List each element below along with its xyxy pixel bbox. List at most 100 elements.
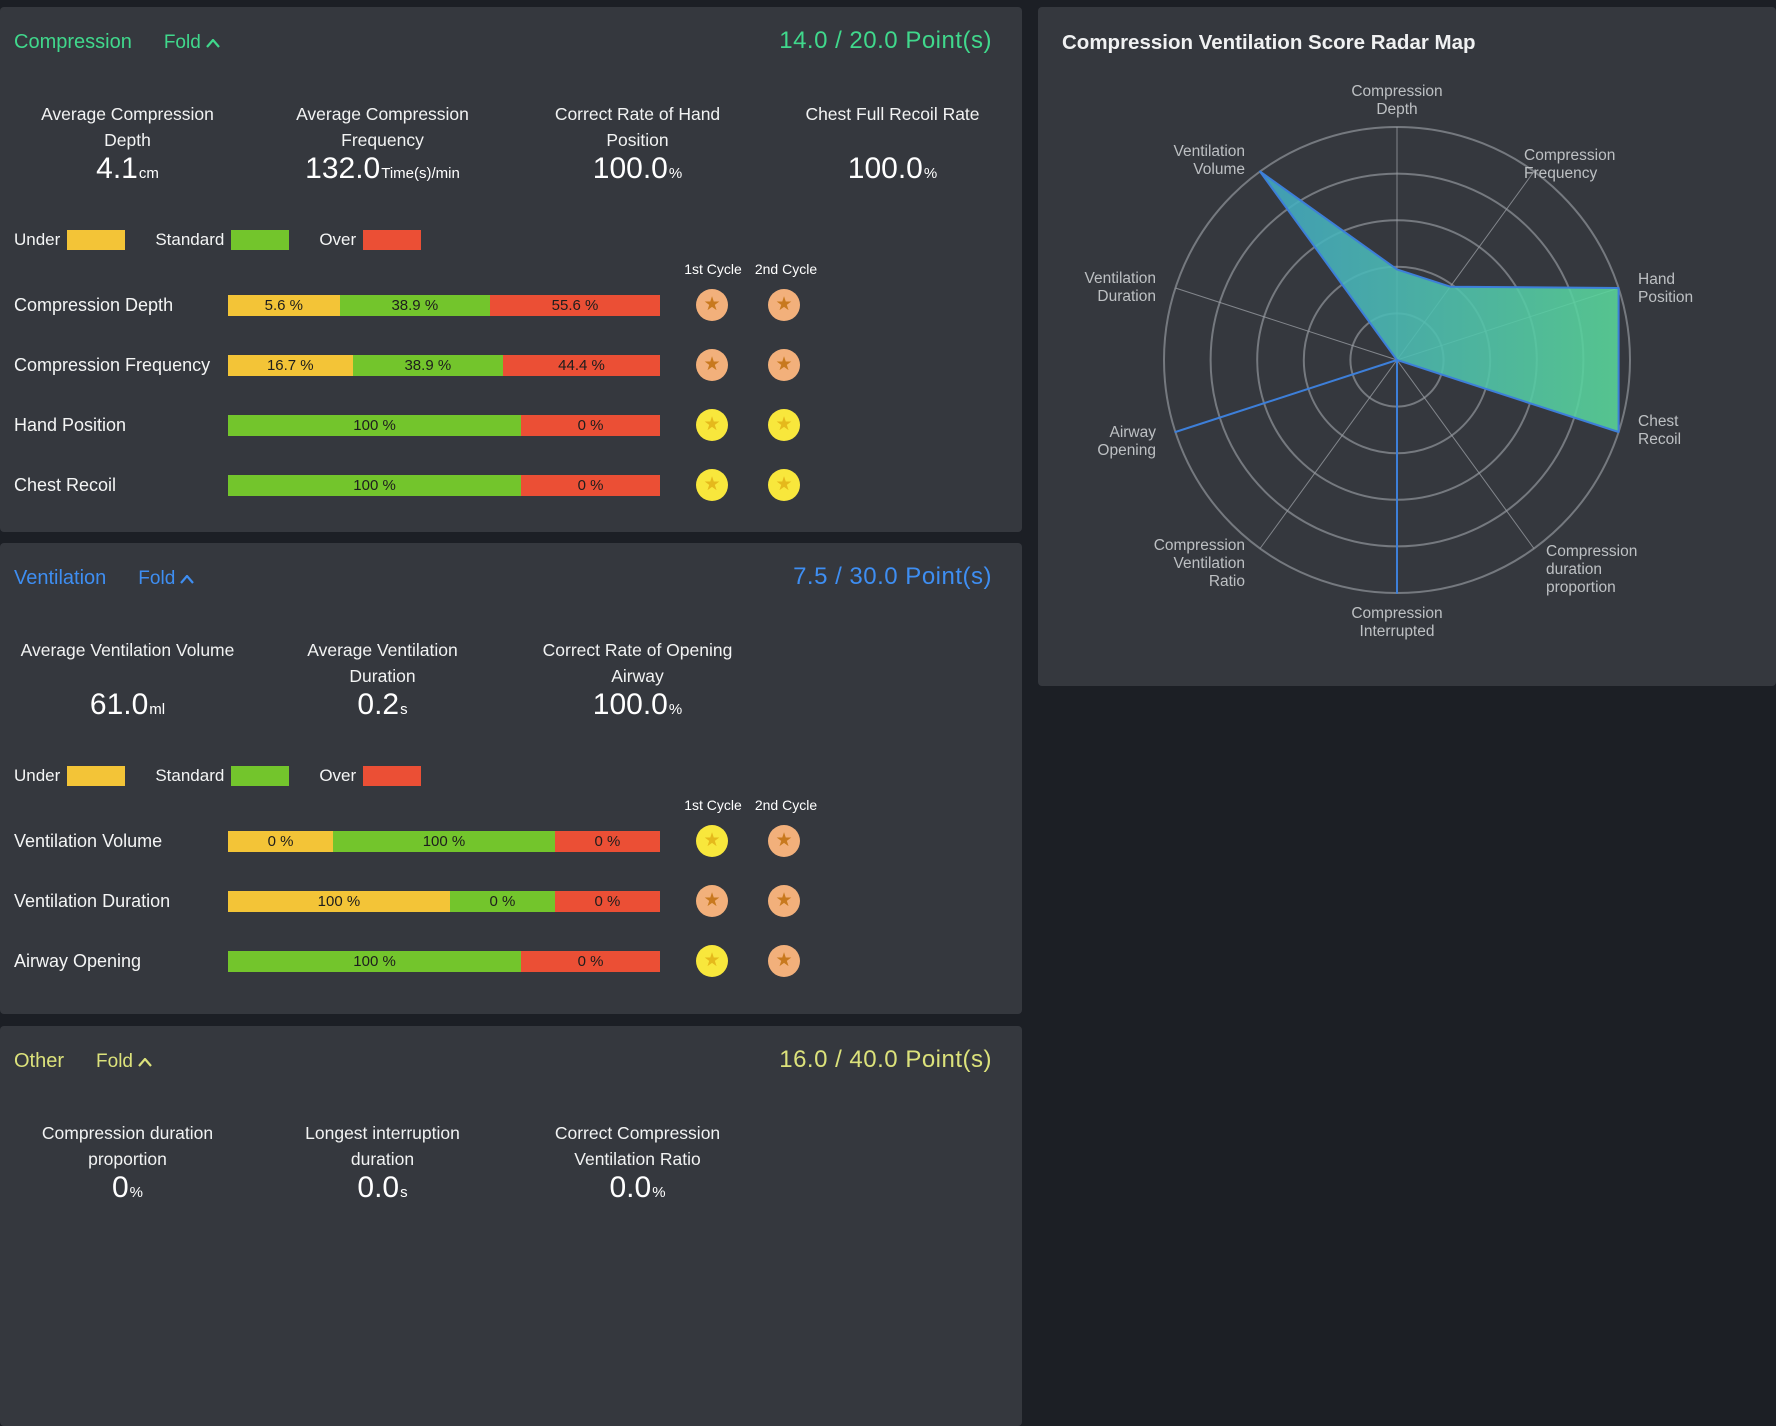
stat-label-line: Ventilation Ratio (574, 1149, 701, 1169)
compression-cycle-headers: 1st Cycle 2nd Cycle (0, 261, 1022, 279)
stat-label-line: Average Ventilation Volume (20, 640, 235, 660)
legend-swatch-standard (231, 766, 290, 786)
bar-segment-over: 0 % (521, 475, 660, 496)
star-icon: ★ (703, 889, 721, 911)
star-badge-gold: ★ (696, 825, 728, 857)
metric-row-label: Ventilation Duration (14, 891, 171, 911)
stat-label-line: Average Compression (41, 104, 214, 124)
metric-row-label: Airway Opening (14, 951, 142, 971)
ventilation-panel-title: Ventilation (14, 567, 107, 589)
bar-segment-value: 100 % (353, 953, 396, 970)
star-icon: ★ (775, 413, 793, 435)
other-fold-button[interactable]: Fold (96, 1051, 152, 1073)
stat-label-line: Compression duration (41, 1123, 214, 1143)
bar-segment-standard: 38.9 % (339, 295, 491, 316)
stat-value: 100.0% (510, 153, 765, 190)
chevron-up-icon (138, 1058, 152, 1067)
ventilation-points: 7.5 / 30.0 Point(s) (793, 563, 992, 590)
distribution-bar: 5.6 % 38.9 % 55.6 % (228, 295, 660, 316)
stat-label-line: proportion (88, 1149, 167, 1169)
star-badge-bronze: ★ (696, 885, 728, 917)
other-stats-row: Compression duration proportion 0% Longest … (0, 1120, 1022, 1209)
stat-label-line: Frequency (341, 130, 424, 150)
bar-segment-over: 0 % (554, 831, 660, 852)
ventilation-fold-button[interactable]: Fold (138, 568, 195, 590)
star-icon: ★ (775, 293, 793, 315)
stat-unit: % (668, 701, 683, 718)
compression-fold-button[interactable]: Fold (164, 32, 220, 54)
radar-chart-title: Compression Ventilation Score Radar Map (1062, 31, 1476, 54)
stat-unit: % (923, 165, 938, 182)
bar-segment-value: 16.7 % (266, 357, 314, 374)
chevron-up-icon (205, 39, 220, 48)
radar-score-polygon (1174, 170, 1620, 594)
radar-axis-label: Compression duration proportion (1546, 543, 1638, 596)
stat-value: 0% (0, 1172, 255, 1209)
metric-row: Chest Recoil 100 % 0 % ★ ★ (0, 469, 1022, 509)
bar-segment-under: 100 % (228, 891, 450, 912)
star-icon: ★ (775, 889, 793, 911)
stat-compression-1: Average Compression Frequency 132.0Time(s)… (255, 101, 510, 190)
radar-panel: Compression Ventilation Score Radar Map … (1038, 7, 1776, 686)
bar-segment-over: 0 % (521, 415, 660, 436)
bar-segment-value: 0 % (577, 477, 604, 494)
other-fold-label: Fold (96, 1051, 133, 1072)
stat-ventilation-0: Average Ventilation Volume 61.0ml (0, 637, 255, 726)
compression-panel-header: Compression Fold 14.0 / 20.0 Point(s) (14, 27, 992, 55)
stat-ventilation-1: Average Ventilation Duration 0.2s (255, 637, 510, 726)
stat-label-line: Correct Rate of Hand (554, 104, 721, 124)
star-badge-bronze: ★ (768, 885, 800, 917)
stat-unit: Time(s)/min (381, 165, 460, 182)
bar-segment-under: 5.6 % (228, 295, 340, 316)
stat-unit: ml (149, 701, 166, 718)
radar-axis-label: Compression Frequency (1524, 147, 1616, 182)
stat-unit: cm (138, 165, 159, 182)
bar-segment-value: 0 % (577, 417, 604, 434)
metric-row: Airway Opening 100 % 0 % ★ ★ (0, 945, 1022, 985)
distribution-bar: 16.7 % 38.9 % 44.4 % (228, 355, 660, 376)
stat-label: Average Ventilation Volume (0, 637, 255, 687)
star-badge-bronze: ★ (768, 825, 800, 857)
bar-segment-over: 0 % (554, 891, 660, 912)
bar-segment-value: 0 % (489, 893, 516, 910)
bar-segment-value: 0 % (594, 833, 621, 850)
stat-unit: % (652, 1184, 666, 1201)
ventilation-cycle-headers: 1st Cycle 2nd Cycle (0, 797, 1022, 815)
star-badge-bronze: ★ (768, 945, 800, 977)
ventilation-legend: Under Standard Over (14, 766, 451, 786)
legend-swatch-over (363, 766, 422, 786)
stat-other-2: Correct Compression Ventilation Ratio 0.0% (510, 1120, 765, 1209)
stat-number: 132.0 (305, 152, 381, 185)
stat-compression-2: Correct Rate of Hand Position 100.0% (510, 101, 765, 190)
metric-row: Ventilation Duration 100 % 0 % 0 % ★ ★ (0, 885, 1022, 925)
metric-row-label: Ventilation Volume (14, 831, 163, 851)
distribution-bar: 0 % 100 % 0 % (228, 831, 660, 852)
bar-segment-standard: 100 % (228, 415, 522, 436)
bar-segment-value: 5.6 % (264, 297, 303, 314)
bar-segment-standard: 100 % (228, 951, 522, 972)
bar-segment-under: 16.7 % (228, 355, 353, 376)
star-icon: ★ (703, 413, 721, 435)
metric-row: Compression Depth 5.6 % 38.9 % 55.6 % ★ ★ (0, 289, 1022, 329)
stat-label-line: duration (350, 1149, 415, 1169)
stat-other-1: Longest interruption duration 0.0s (255, 1120, 510, 1209)
legend-swatch-under (67, 230, 126, 250)
bar-segment-standard: 0 % (449, 891, 555, 912)
radar-axis-line (1259, 359, 1398, 549)
star-badge-gold: ★ (768, 469, 800, 501)
star-icon: ★ (703, 949, 721, 971)
chevron-up-icon (180, 575, 195, 584)
stat-label-line: Depth (104, 130, 151, 150)
radar-axis-label: Hand Position (1638, 271, 1694, 306)
radar-axis-label: Compression Ventilation Ratio (1153, 537, 1245, 590)
star-icon: ★ (775, 473, 793, 495)
stat-value: 100.0% (510, 689, 765, 726)
stat-label-line: Duration (349, 666, 416, 686)
star-badge-gold: ★ (696, 945, 728, 977)
stat-number: 100.0 (592, 688, 668, 721)
bar-segment-value: 0 % (267, 833, 294, 850)
star-badge-bronze: ★ (696, 349, 728, 381)
bar-segment-value: 100 % (353, 417, 396, 434)
stat-number: 0 (111, 1171, 129, 1204)
radar-axis-label: Ventilation Volume (1173, 143, 1245, 178)
